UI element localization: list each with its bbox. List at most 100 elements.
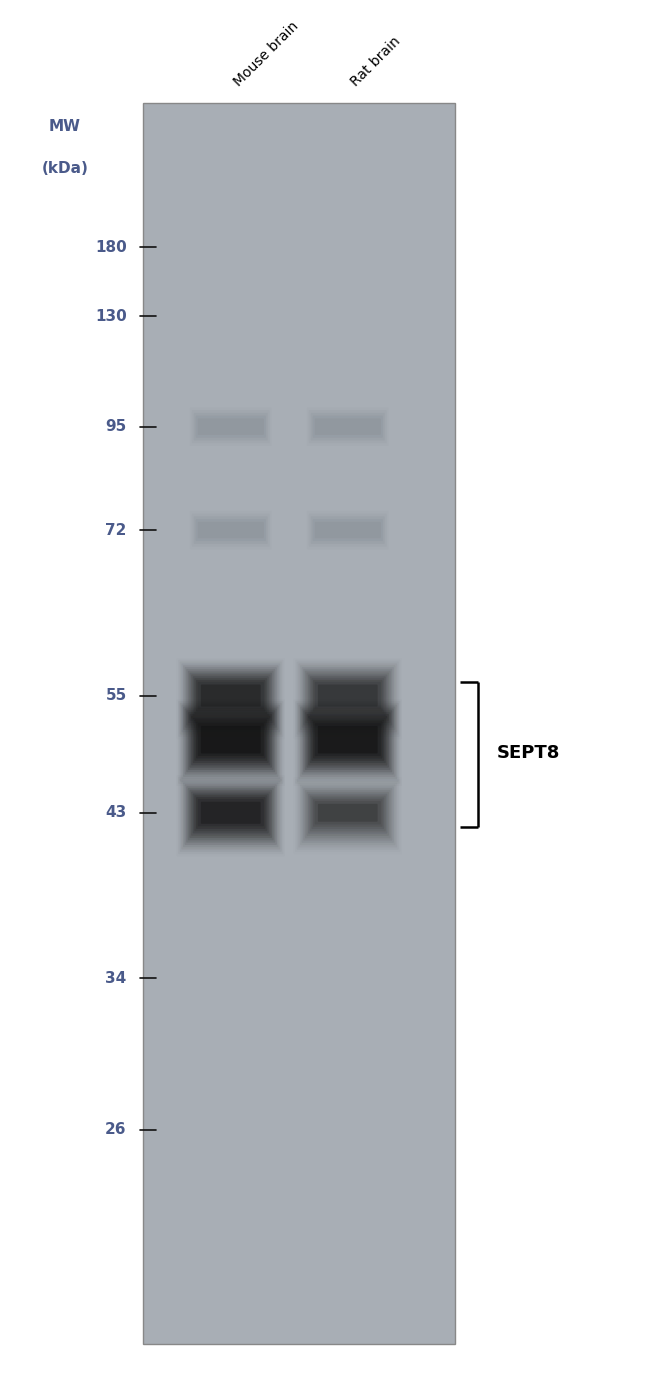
FancyBboxPatch shape (318, 803, 378, 821)
Text: 34: 34 (105, 971, 127, 986)
FancyBboxPatch shape (198, 522, 264, 539)
FancyBboxPatch shape (201, 726, 261, 753)
FancyBboxPatch shape (198, 418, 264, 435)
FancyBboxPatch shape (201, 684, 261, 706)
FancyBboxPatch shape (185, 668, 277, 727)
FancyBboxPatch shape (185, 784, 277, 845)
FancyBboxPatch shape (186, 711, 276, 773)
FancyBboxPatch shape (196, 798, 265, 828)
Text: 130: 130 (95, 309, 127, 324)
FancyBboxPatch shape (315, 723, 381, 756)
Text: 55: 55 (105, 688, 127, 704)
FancyBboxPatch shape (192, 717, 269, 763)
FancyBboxPatch shape (305, 670, 391, 723)
FancyBboxPatch shape (313, 416, 383, 438)
FancyBboxPatch shape (313, 519, 383, 542)
FancyBboxPatch shape (303, 711, 393, 773)
Bar (143, 102, 455, 1343)
FancyBboxPatch shape (307, 673, 389, 720)
FancyBboxPatch shape (183, 783, 278, 848)
FancyBboxPatch shape (309, 410, 387, 443)
FancyBboxPatch shape (311, 413, 385, 440)
FancyBboxPatch shape (190, 673, 272, 720)
FancyBboxPatch shape (196, 519, 266, 542)
FancyBboxPatch shape (196, 680, 265, 712)
FancyBboxPatch shape (188, 670, 274, 723)
Text: 43: 43 (105, 805, 127, 820)
FancyBboxPatch shape (302, 708, 394, 774)
FancyBboxPatch shape (191, 716, 270, 766)
Text: Mouse brain: Mouse brain (231, 19, 301, 89)
FancyBboxPatch shape (198, 799, 264, 827)
FancyBboxPatch shape (194, 719, 267, 760)
FancyBboxPatch shape (315, 801, 381, 824)
FancyBboxPatch shape (303, 788, 393, 841)
FancyBboxPatch shape (315, 418, 381, 435)
FancyBboxPatch shape (305, 712, 391, 770)
FancyBboxPatch shape (308, 794, 387, 834)
FancyBboxPatch shape (196, 722, 265, 759)
FancyBboxPatch shape (315, 681, 381, 709)
Text: 95: 95 (105, 420, 127, 434)
FancyBboxPatch shape (190, 713, 272, 767)
FancyBboxPatch shape (307, 792, 389, 837)
FancyBboxPatch shape (183, 706, 278, 777)
Text: 72: 72 (105, 522, 127, 537)
FancyBboxPatch shape (194, 795, 267, 831)
FancyBboxPatch shape (186, 669, 276, 726)
FancyBboxPatch shape (305, 789, 391, 838)
FancyBboxPatch shape (192, 410, 270, 443)
FancyBboxPatch shape (311, 798, 384, 830)
Text: (kDa): (kDa) (42, 161, 88, 176)
FancyBboxPatch shape (318, 726, 378, 753)
Text: SEPT8: SEPT8 (497, 745, 560, 763)
FancyBboxPatch shape (192, 676, 269, 716)
Text: Rat brain: Rat brain (348, 33, 403, 89)
FancyBboxPatch shape (302, 668, 394, 727)
FancyBboxPatch shape (307, 407, 389, 446)
FancyBboxPatch shape (181, 663, 280, 733)
FancyBboxPatch shape (308, 716, 387, 766)
FancyBboxPatch shape (310, 717, 386, 763)
FancyBboxPatch shape (198, 723, 264, 756)
FancyBboxPatch shape (308, 674, 387, 719)
FancyBboxPatch shape (300, 706, 395, 777)
FancyBboxPatch shape (311, 719, 384, 760)
FancyBboxPatch shape (201, 802, 261, 824)
FancyBboxPatch shape (190, 511, 272, 550)
FancyBboxPatch shape (191, 674, 270, 719)
FancyBboxPatch shape (313, 799, 382, 827)
FancyBboxPatch shape (196, 416, 266, 438)
FancyBboxPatch shape (311, 517, 385, 544)
FancyBboxPatch shape (302, 787, 394, 843)
FancyBboxPatch shape (309, 514, 387, 547)
FancyBboxPatch shape (190, 789, 272, 838)
FancyBboxPatch shape (300, 784, 395, 845)
FancyBboxPatch shape (303, 669, 393, 726)
FancyBboxPatch shape (183, 665, 278, 730)
FancyBboxPatch shape (185, 708, 277, 774)
FancyBboxPatch shape (194, 679, 267, 713)
FancyBboxPatch shape (181, 705, 280, 780)
FancyBboxPatch shape (198, 681, 264, 709)
FancyBboxPatch shape (318, 684, 378, 706)
FancyBboxPatch shape (192, 514, 270, 547)
Text: MW: MW (49, 119, 81, 134)
FancyBboxPatch shape (298, 705, 397, 780)
FancyBboxPatch shape (310, 795, 386, 831)
FancyBboxPatch shape (179, 704, 281, 781)
FancyBboxPatch shape (313, 722, 382, 759)
FancyBboxPatch shape (313, 680, 382, 712)
FancyBboxPatch shape (315, 522, 381, 539)
FancyBboxPatch shape (188, 712, 274, 770)
FancyBboxPatch shape (307, 713, 389, 767)
FancyBboxPatch shape (194, 413, 268, 440)
FancyBboxPatch shape (181, 781, 280, 849)
Text: 180: 180 (95, 240, 127, 255)
Text: 26: 26 (105, 1122, 127, 1137)
FancyBboxPatch shape (188, 788, 274, 841)
FancyBboxPatch shape (190, 407, 272, 446)
FancyBboxPatch shape (194, 517, 268, 544)
FancyBboxPatch shape (186, 787, 276, 842)
FancyBboxPatch shape (300, 665, 395, 730)
